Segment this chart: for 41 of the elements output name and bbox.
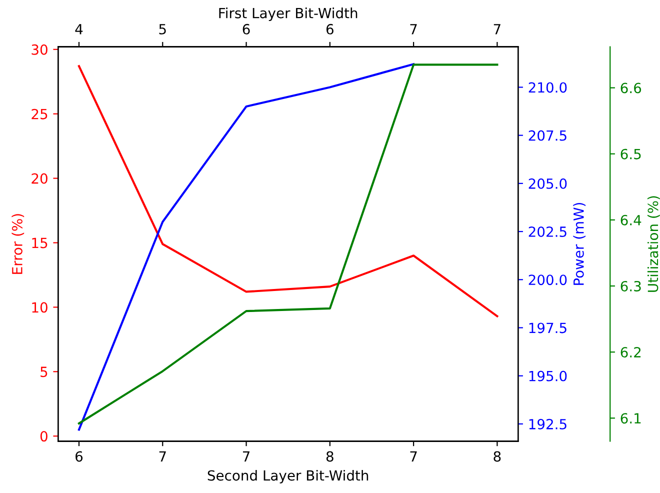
y3-tick-label: 6.5 bbox=[620, 148, 641, 160]
x-tick-label: 7 bbox=[410, 451, 417, 462]
y3-tick-label: 6.4 bbox=[620, 214, 642, 226]
text: 6 bbox=[326, 24, 334, 34]
x-tick-label: 7 bbox=[242, 451, 250, 462]
x-tick-label: 8 bbox=[494, 451, 501, 462]
x-axis-title: Second Layer Bit-Width bbox=[208, 470, 368, 484]
text: 5 bbox=[159, 24, 166, 34]
y-tick-label: 30 bbox=[32, 44, 48, 55]
y-tick-label: 10 bbox=[32, 302, 48, 313]
y2-tick-label: 192.5 bbox=[529, 418, 566, 430]
line-series bbox=[78, 65, 498, 318]
y3-axis-title: Utilization (%) bbox=[647, 196, 660, 292]
y3-tick-label: 6.1 bbox=[620, 413, 641, 424]
x-tick-label: 7 bbox=[159, 451, 166, 462]
y2-tick-label: 202.5 bbox=[528, 226, 566, 238]
x2-axis-title: First Layer Bit-Width bbox=[219, 8, 358, 22]
line-series bbox=[78, 64, 498, 424]
y-tick-label: 25 bbox=[32, 108, 48, 120]
y3-tick-label: 6.3 bbox=[620, 280, 641, 292]
text: 7 bbox=[410, 24, 417, 34]
y2-tick-label: 205.0 bbox=[528, 178, 567, 189]
y3-tick-label: 6.6 bbox=[620, 82, 642, 94]
x-tick-label: 8 bbox=[326, 451, 334, 462]
y2-tick-label: 197.5 bbox=[529, 322, 566, 334]
text: 4 bbox=[75, 24, 83, 34]
y-axis-title: Error (%) bbox=[12, 214, 24, 274]
text: 6 bbox=[242, 24, 250, 34]
y2-tick-label: 207.5 bbox=[528, 130, 566, 141]
y2-tick-label: 210.0 bbox=[528, 82, 567, 93]
y2-tick-label: 195.0 bbox=[529, 370, 567, 382]
y-tick-label: 20 bbox=[32, 173, 48, 184]
y-tick-label: 15 bbox=[32, 238, 48, 248]
y2-tick-label: 200.0 bbox=[528, 274, 567, 286]
y3-tick-label: 6.2 bbox=[620, 347, 641, 358]
line-series bbox=[78, 63, 415, 431]
y2-axis-title: Power (mW) bbox=[573, 202, 586, 285]
y-tick-label: 5 bbox=[40, 366, 48, 378]
x-tick-label: 6 bbox=[76, 451, 83, 462]
text: 7 bbox=[494, 24, 500, 34]
y-tick-label: 0 bbox=[40, 431, 48, 442]
